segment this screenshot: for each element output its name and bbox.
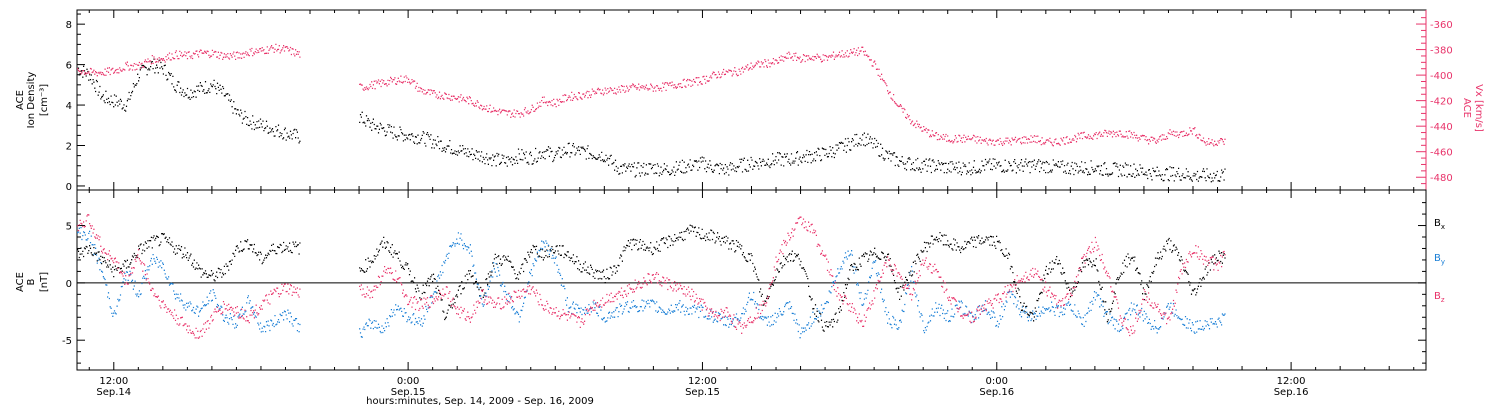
right-y-tick-label: -360 <box>1430 20 1453 31</box>
bottom-y-tick-label: 0 <box>66 279 72 290</box>
legend-label-base: B <box>1434 253 1441 264</box>
left-y-tick-label: 6 <box>66 61 72 72</box>
right-y-tick-label: -480 <box>1430 173 1453 184</box>
left-y-tick-label: 0 <box>66 182 72 193</box>
legend-label-by: By <box>1434 253 1445 266</box>
bottom-y-label-line: B <box>26 278 37 285</box>
bz-series-segment-2 <box>359 216 1226 337</box>
right-y-tick-label: -440 <box>1430 122 1453 133</box>
top-y-label-line: [cm⁻³] <box>39 84 50 116</box>
x-tick-label: 12:00 <box>99 376 128 387</box>
left-y-tick-label: 8 <box>66 20 72 31</box>
top-right-y-label-line: Vx [km/s] <box>1473 84 1484 132</box>
left-y-tick-label: 2 <box>66 142 72 153</box>
x-tick-date-label: Sep.15 <box>391 387 426 398</box>
legend-label-bz: Bz <box>1434 291 1445 304</box>
bx-series-segment-1 <box>77 233 301 282</box>
bottom-y-tick-label: -5 <box>62 336 72 347</box>
bottom-panel-data <box>77 214 1226 339</box>
bottom-panel-axes <box>76 189 1427 371</box>
right-y-tick-label: -460 <box>1430 148 1453 159</box>
top-panel-data <box>77 43 1226 183</box>
x-tick-date-label: Sep.16 <box>979 387 1014 398</box>
legend-label-subscript: z <box>1441 296 1445 304</box>
ion-density-series-segment-1 <box>77 58 301 144</box>
bottom-y-label-line: ACE <box>15 272 26 292</box>
x-tick-label: 12:00 <box>688 376 717 387</box>
legend-label-base: B <box>1434 218 1441 229</box>
top-y-label-line: ACE <box>15 90 26 110</box>
x-tick-label: 0:00 <box>397 376 419 387</box>
legend-label-base: B <box>1434 291 1441 302</box>
legend-label-subscript: y <box>1441 258 1445 266</box>
x-tick-label: 12:00 <box>1277 376 1306 387</box>
bottom-panel: 12:00Sep.140:00Sep.1512:00Sep.150:00Sep.… <box>15 189 1445 398</box>
bottom-panel-labels: 12:00Sep.140:00Sep.1512:00Sep.150:00Sep.… <box>15 218 1445 398</box>
right-y-tick-label: -400 <box>1430 71 1453 82</box>
vx-series-segment-2 <box>359 46 1226 147</box>
top-panel-frame <box>76 9 1427 191</box>
legend-label-bx: Bx <box>1434 218 1445 231</box>
legend-label-subscript: x <box>1441 223 1445 231</box>
left-y-tick-label: 4 <box>66 101 72 112</box>
bottom-panel-frame <box>76 189 1427 371</box>
bottom-y-tick-label: 5 <box>66 222 72 233</box>
bottom-y-label-line: [nT] <box>39 272 50 292</box>
by-series-segment-2 <box>359 232 1226 339</box>
top-y-label-line: Ion Density <box>26 72 37 129</box>
right-y-tick-label: -420 <box>1430 97 1453 108</box>
x-tick-label: 0:00 <box>986 376 1008 387</box>
top-right-y-label-line: ACE <box>1461 98 1472 118</box>
x-tick-date-label: Sep.14 <box>96 387 131 398</box>
ion-density-series-segment-2 <box>359 111 1226 183</box>
x-tick-date-label: Sep.16 <box>1274 387 1309 398</box>
right-y-tick-label: -380 <box>1430 46 1453 57</box>
by-series-segment-1 <box>77 226 301 333</box>
top-panel-axes <box>76 9 1427 191</box>
vx-series-segment-1 <box>77 43 301 77</box>
x-axis-title: hours:minutes, Sep. 14, 2009 - Sep. 16, … <box>366 396 594 407</box>
x-tick-date-label: Sep.15 <box>685 387 720 398</box>
bz-series-segment-1 <box>77 214 301 339</box>
bx-series-segment-2 <box>359 224 1226 332</box>
